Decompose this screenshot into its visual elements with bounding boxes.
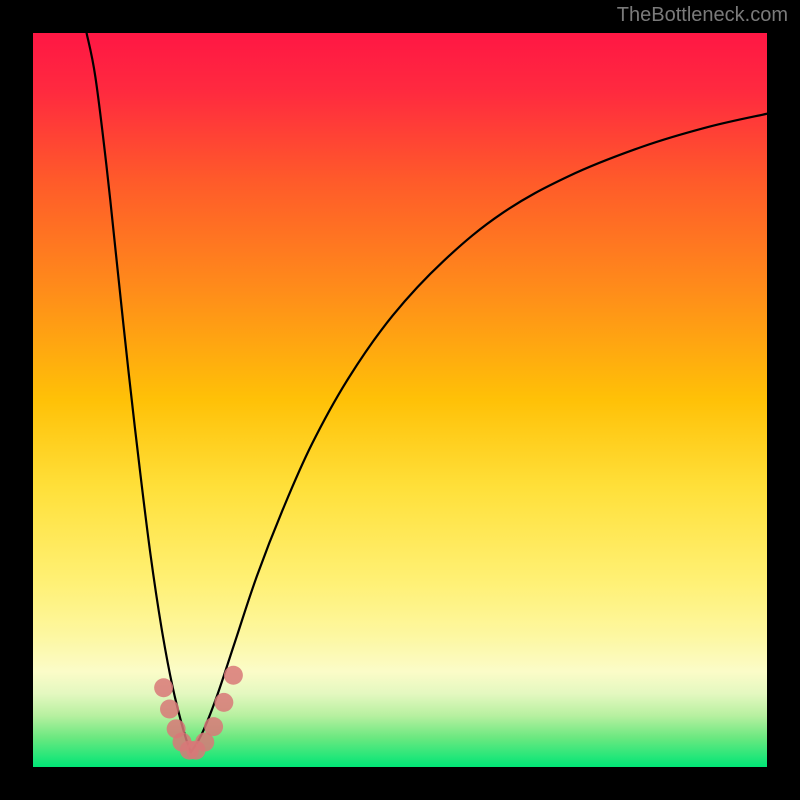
watermark-text: TheBottleneck.com [617,4,788,27]
curve-right-branch [191,114,767,753]
marker-point [224,666,243,685]
curve-left-branch [87,33,191,752]
plot-area [33,33,767,767]
marker-point [204,717,223,736]
chart-svg [33,33,767,767]
marker-point [160,700,179,719]
marker-series-group [154,666,243,760]
marker-point [154,678,173,697]
marker-point [214,693,233,712]
